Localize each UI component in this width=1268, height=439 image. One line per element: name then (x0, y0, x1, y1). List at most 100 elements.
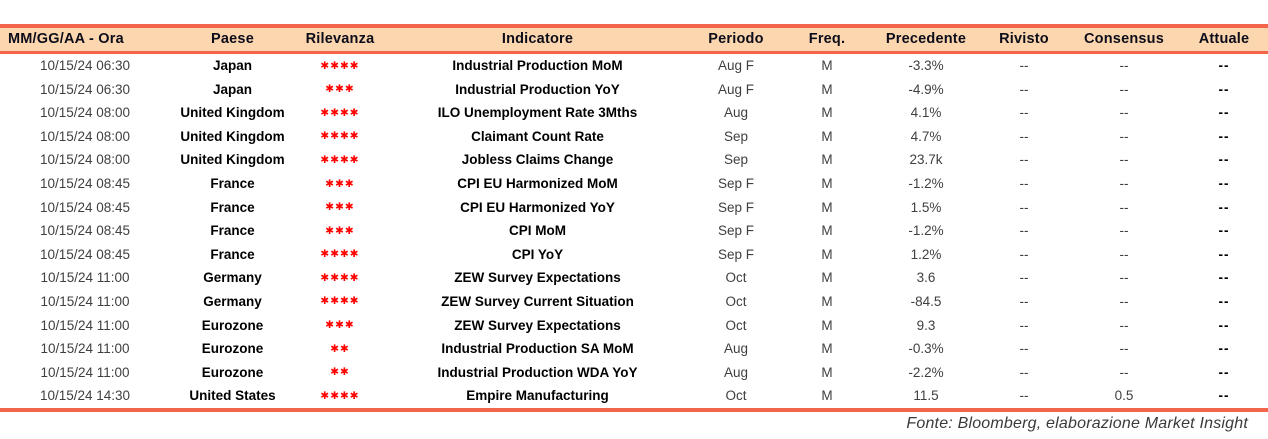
cell-frequency: M (821, 293, 833, 309)
cell-country: Eurozone (201, 341, 264, 357)
cell-indicator: Jobless Claims Change (461, 152, 614, 168)
cell-indicator: CPI YoY (511, 246, 564, 262)
cell-actual: -- (1218, 223, 1230, 239)
economic-calendar-page: MM/GG/AA - Ora Paese Rilevanza Indicator… (0, 24, 1268, 439)
cell-indicator: Industrial Production MoM (452, 58, 623, 74)
table-row: 10/15/24 14:30 United States ✱✱✱✱ Empire… (0, 384, 1268, 410)
cell-period: Sep F (717, 199, 755, 215)
column-header-consensus: Consensus (1084, 31, 1164, 47)
cell-indicator: Claimant Count Rate (471, 128, 604, 144)
cell-datetime: 10/15/24 08:45 (39, 246, 131, 262)
relevance-stars-icon: ✱✱ (330, 366, 350, 379)
column-header-frequency: Freq. (808, 31, 846, 47)
relevance-stars-icon: ✱✱✱ (325, 177, 355, 190)
cell-datetime: 10/15/24 08:45 (39, 223, 131, 239)
source-note: Fonte: Bloomberg, elaborazione Market In… (906, 414, 1248, 432)
table-body: 10/15/24 06:30 Japan ✱✱✱✱ Industrial Pro… (0, 53, 1268, 410)
relevance-stars-icon: ✱✱✱✱ (320, 295, 360, 308)
cell-indicator: ZEW Survey Expectations (454, 317, 621, 333)
cell-actual: -- (1218, 105, 1230, 121)
table-header: MM/GG/AA - Ora Paese Rilevanza Indicator… (0, 26, 1268, 53)
relevance-stars-icon: ✱✱✱✱ (320, 153, 360, 166)
cell-revised: -- (1019, 317, 1029, 333)
relevance-stars-icon: ✱✱✱✱ (320, 389, 360, 402)
cell-period: Sep (723, 128, 749, 144)
cell-indicator: ILO Unemployment Rate 3Mths (437, 105, 638, 121)
cell-consensus: -- (1119, 81, 1129, 97)
column-header-indicator: Indicatore (501, 31, 574, 47)
column-header-revised: Rivisto (999, 31, 1049, 47)
cell-indicator: ZEW Survey Expectations (454, 270, 621, 286)
cell-datetime: 10/15/24 11:00 (40, 293, 130, 309)
cell-period: Aug F (717, 58, 755, 74)
cell-revised: -- (1019, 152, 1029, 168)
cell-consensus: -- (1119, 364, 1129, 380)
cell-previous: 9.3 (916, 317, 936, 333)
cell-indicator: CPI EU Harmonized YoY (460, 199, 615, 215)
cell-indicator: Industrial Production SA MoM (441, 341, 634, 357)
cell-frequency: M (821, 81, 833, 97)
table-row: 10/15/24 11:00 Germany ✱✱✱✱ ZEW Survey E… (0, 266, 1268, 290)
cell-previous: 23.7k (909, 152, 943, 168)
column-header-datetime: MM/GG/AA - Ora (8, 31, 124, 47)
cell-consensus: -- (1119, 128, 1129, 144)
cell-datetime: 10/15/24 08:45 (39, 176, 131, 192)
cell-previous: -0.3% (908, 341, 944, 357)
cell-frequency: M (821, 388, 833, 404)
cell-country: Eurozone (201, 364, 264, 380)
cell-revised: -- (1019, 388, 1029, 404)
column-header-country: Paese (211, 31, 254, 47)
table-row: 10/15/24 08:00 United Kingdom ✱✱✱✱ ILO U… (0, 101, 1268, 125)
cell-frequency: M (821, 152, 833, 168)
cell-actual: -- (1218, 81, 1230, 97)
cell-revised: -- (1019, 364, 1029, 380)
cell-frequency: M (821, 270, 833, 286)
cell-period: Oct (725, 293, 747, 309)
cell-period: Aug (723, 105, 749, 121)
cell-revised: -- (1019, 293, 1029, 309)
cell-revised: -- (1019, 176, 1029, 192)
cell-previous: -3.3% (908, 58, 944, 74)
cell-indicator: ZEW Survey Current Situation (441, 293, 634, 309)
cell-indicator: Industrial Production YoY (455, 81, 620, 97)
relevance-stars-icon: ✱✱✱✱ (320, 248, 360, 261)
relevance-stars-icon: ✱✱✱ (325, 224, 355, 237)
cell-country: United Kingdom (180, 152, 285, 168)
cell-frequency: M (821, 58, 833, 74)
column-header-relevance: Rilevanza (305, 31, 375, 47)
cell-datetime: 10/15/24 14:30 (39, 388, 131, 404)
cell-actual: -- (1218, 317, 1230, 333)
cell-country: France (210, 223, 255, 239)
cell-country: Japan (212, 81, 253, 97)
cell-previous: -1.2% (908, 223, 944, 239)
cell-datetime: 10/15/24 08:00 (39, 128, 131, 144)
table-row: 10/15/24 06:30 Japan ✱✱✱✱ Industrial Pro… (0, 53, 1268, 78)
table-row: 10/15/24 06:30 Japan ✱✱✱ Industrial Prod… (0, 78, 1268, 102)
cell-consensus: 0.5 (1114, 388, 1134, 404)
cell-consensus: -- (1119, 58, 1129, 74)
cell-revised: -- (1019, 223, 1029, 239)
cell-previous: 3.6 (916, 270, 936, 286)
cell-frequency: M (821, 199, 833, 215)
relevance-stars-icon: ✱✱✱ (325, 201, 355, 214)
cell-actual: -- (1218, 364, 1230, 380)
cell-period: Oct (725, 317, 747, 333)
relevance-stars-icon: ✱✱✱✱ (320, 271, 360, 284)
cell-country: Japan (212, 58, 253, 74)
cell-consensus: -- (1119, 176, 1129, 192)
cell-actual: -- (1218, 58, 1230, 74)
cell-actual: -- (1218, 246, 1230, 262)
cell-consensus: -- (1119, 223, 1129, 239)
cell-previous: 1.2% (910, 246, 942, 262)
relevance-stars-icon: ✱✱✱ (325, 319, 355, 332)
cell-actual: -- (1218, 293, 1230, 309)
cell-revised: -- (1019, 246, 1029, 262)
table-row: 10/15/24 11:00 Eurozone ✱✱✱ ZEW Survey E… (0, 314, 1268, 338)
cell-indicator: CPI EU Harmonized MoM (457, 176, 618, 192)
cell-actual: -- (1218, 176, 1230, 192)
cell-indicator: Industrial Production WDA YoY (437, 364, 638, 380)
cell-revised: -- (1019, 128, 1029, 144)
cell-period: Aug (723, 341, 749, 357)
cell-previous: 4.1% (910, 105, 942, 121)
cell-country: United Kingdom (180, 128, 285, 144)
